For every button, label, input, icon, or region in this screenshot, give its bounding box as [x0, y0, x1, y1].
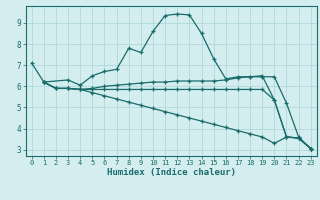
X-axis label: Humidex (Indice chaleur): Humidex (Indice chaleur) — [107, 168, 236, 177]
